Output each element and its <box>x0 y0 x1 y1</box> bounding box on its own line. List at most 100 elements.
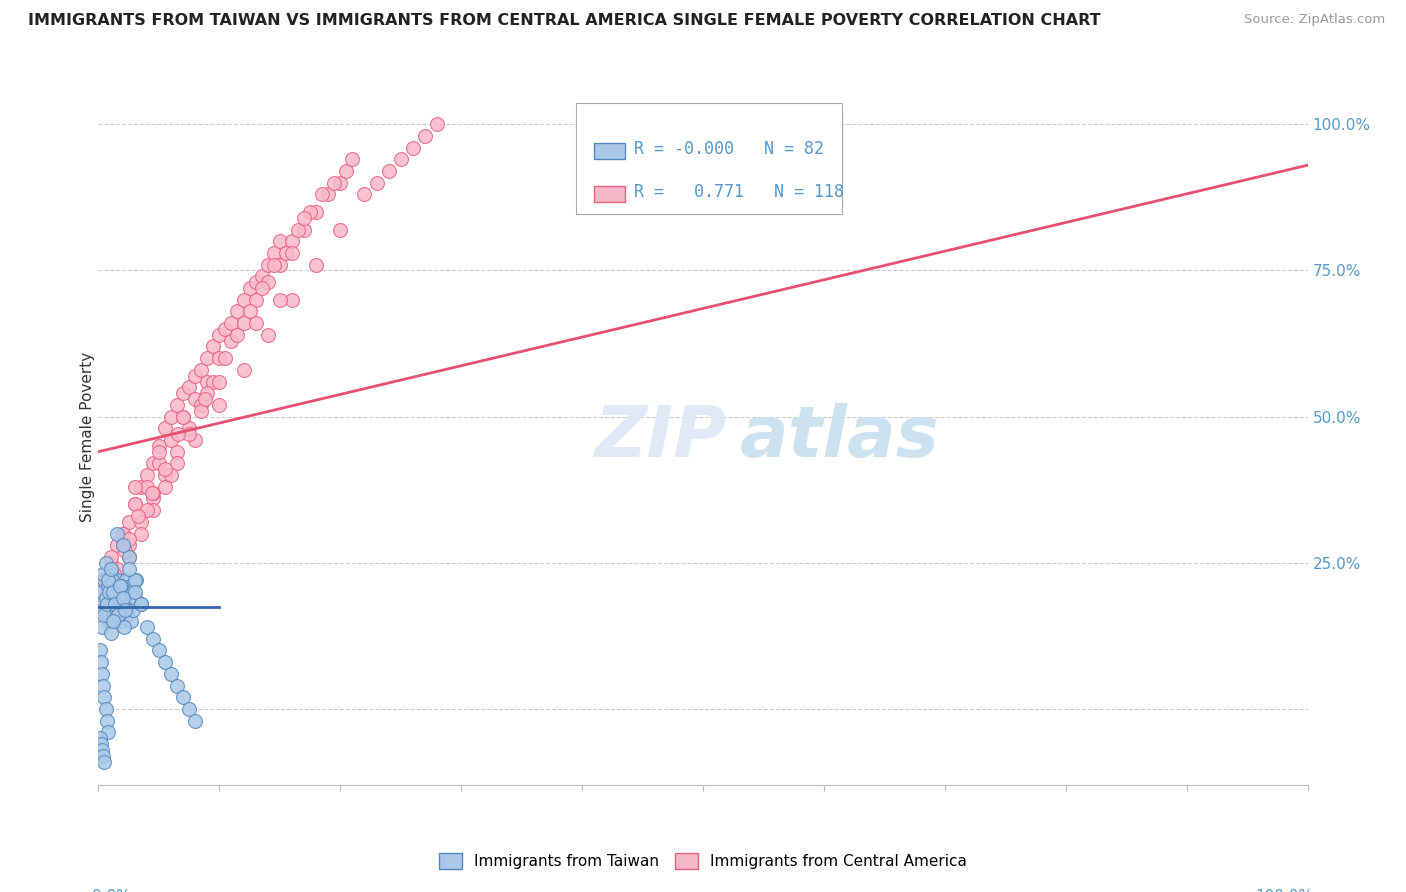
Point <box>101 585 124 599</box>
Point <box>245 293 267 307</box>
Point <box>94 702 117 716</box>
Point <box>91 666 114 681</box>
Point <box>323 176 346 190</box>
Point <box>89 731 111 746</box>
Point <box>142 485 165 500</box>
Point <box>100 561 122 575</box>
Point <box>413 128 436 143</box>
Point <box>114 544 136 558</box>
Point <box>103 614 125 628</box>
Point <box>129 597 152 611</box>
Point <box>97 579 120 593</box>
Point <box>135 468 157 483</box>
Point <box>195 386 218 401</box>
Point <box>195 375 218 389</box>
Point <box>124 497 146 511</box>
Point <box>148 444 170 458</box>
Point <box>214 351 236 366</box>
Point <box>108 579 131 593</box>
Point <box>105 538 128 552</box>
Point <box>105 602 128 616</box>
Point <box>108 597 131 611</box>
Point <box>90 655 112 669</box>
Point <box>112 620 135 634</box>
Point <box>142 632 165 646</box>
Point <box>263 246 285 260</box>
Point <box>160 433 183 447</box>
Point <box>93 608 115 623</box>
Point <box>166 444 188 458</box>
Point <box>135 503 157 517</box>
Point <box>114 602 136 616</box>
Point <box>177 702 201 716</box>
Point <box>148 439 170 453</box>
Point <box>263 258 285 272</box>
Point <box>160 666 183 681</box>
Point <box>98 585 121 599</box>
Point <box>118 533 141 547</box>
Point <box>125 574 148 588</box>
Point <box>108 591 131 605</box>
Point <box>377 164 399 178</box>
Text: R =   0.771   N = 118: R = 0.771 N = 118 <box>634 183 844 202</box>
Point <box>177 421 201 435</box>
Point <box>153 462 176 476</box>
Point <box>100 567 122 582</box>
Point <box>142 503 165 517</box>
Point <box>97 574 120 588</box>
Point <box>232 316 254 330</box>
Point <box>94 556 117 570</box>
Point <box>118 549 141 564</box>
Point <box>232 363 254 377</box>
Point <box>172 409 194 424</box>
Point <box>250 281 273 295</box>
Point <box>292 211 315 225</box>
Point <box>124 585 146 599</box>
Point <box>107 608 129 623</box>
Point <box>105 561 128 575</box>
Point <box>208 375 231 389</box>
Point <box>166 456 188 470</box>
Point <box>103 602 125 616</box>
Point <box>124 497 146 511</box>
Point <box>105 574 128 588</box>
Point <box>129 597 152 611</box>
Point <box>111 591 134 605</box>
Point <box>91 567 114 582</box>
Point <box>96 597 118 611</box>
Point <box>107 608 129 623</box>
Text: Source: ZipAtlas.com: Source: ZipAtlas.com <box>1244 13 1385 27</box>
Point <box>287 222 309 236</box>
Point <box>195 351 218 366</box>
Point <box>91 743 114 757</box>
Point <box>127 508 149 523</box>
Point <box>112 602 135 616</box>
Point <box>342 153 364 167</box>
Point <box>103 567 125 582</box>
Point <box>93 755 115 769</box>
Point <box>93 574 115 588</box>
Point <box>160 468 183 483</box>
Point <box>281 234 304 248</box>
Point <box>148 456 170 470</box>
Point <box>167 427 190 442</box>
Point <box>108 579 131 593</box>
Point <box>269 258 291 272</box>
Point <box>190 404 212 418</box>
Point <box>329 222 352 236</box>
Point <box>142 491 165 506</box>
Point <box>298 205 321 219</box>
Point <box>90 597 112 611</box>
Point <box>91 602 114 616</box>
Point <box>111 585 134 599</box>
Point <box>166 398 188 412</box>
Point <box>96 714 118 728</box>
Point <box>221 316 243 330</box>
Point <box>281 293 304 307</box>
Text: IMMIGRANTS FROM TAIWAN VS IMMIGRANTS FROM CENTRAL AMERICA SINGLE FEMALE POVERTY : IMMIGRANTS FROM TAIWAN VS IMMIGRANTS FRO… <box>28 13 1101 29</box>
Point <box>117 608 139 623</box>
Point <box>93 585 115 599</box>
Point <box>101 614 124 628</box>
Point <box>111 538 134 552</box>
Point <box>184 368 207 383</box>
